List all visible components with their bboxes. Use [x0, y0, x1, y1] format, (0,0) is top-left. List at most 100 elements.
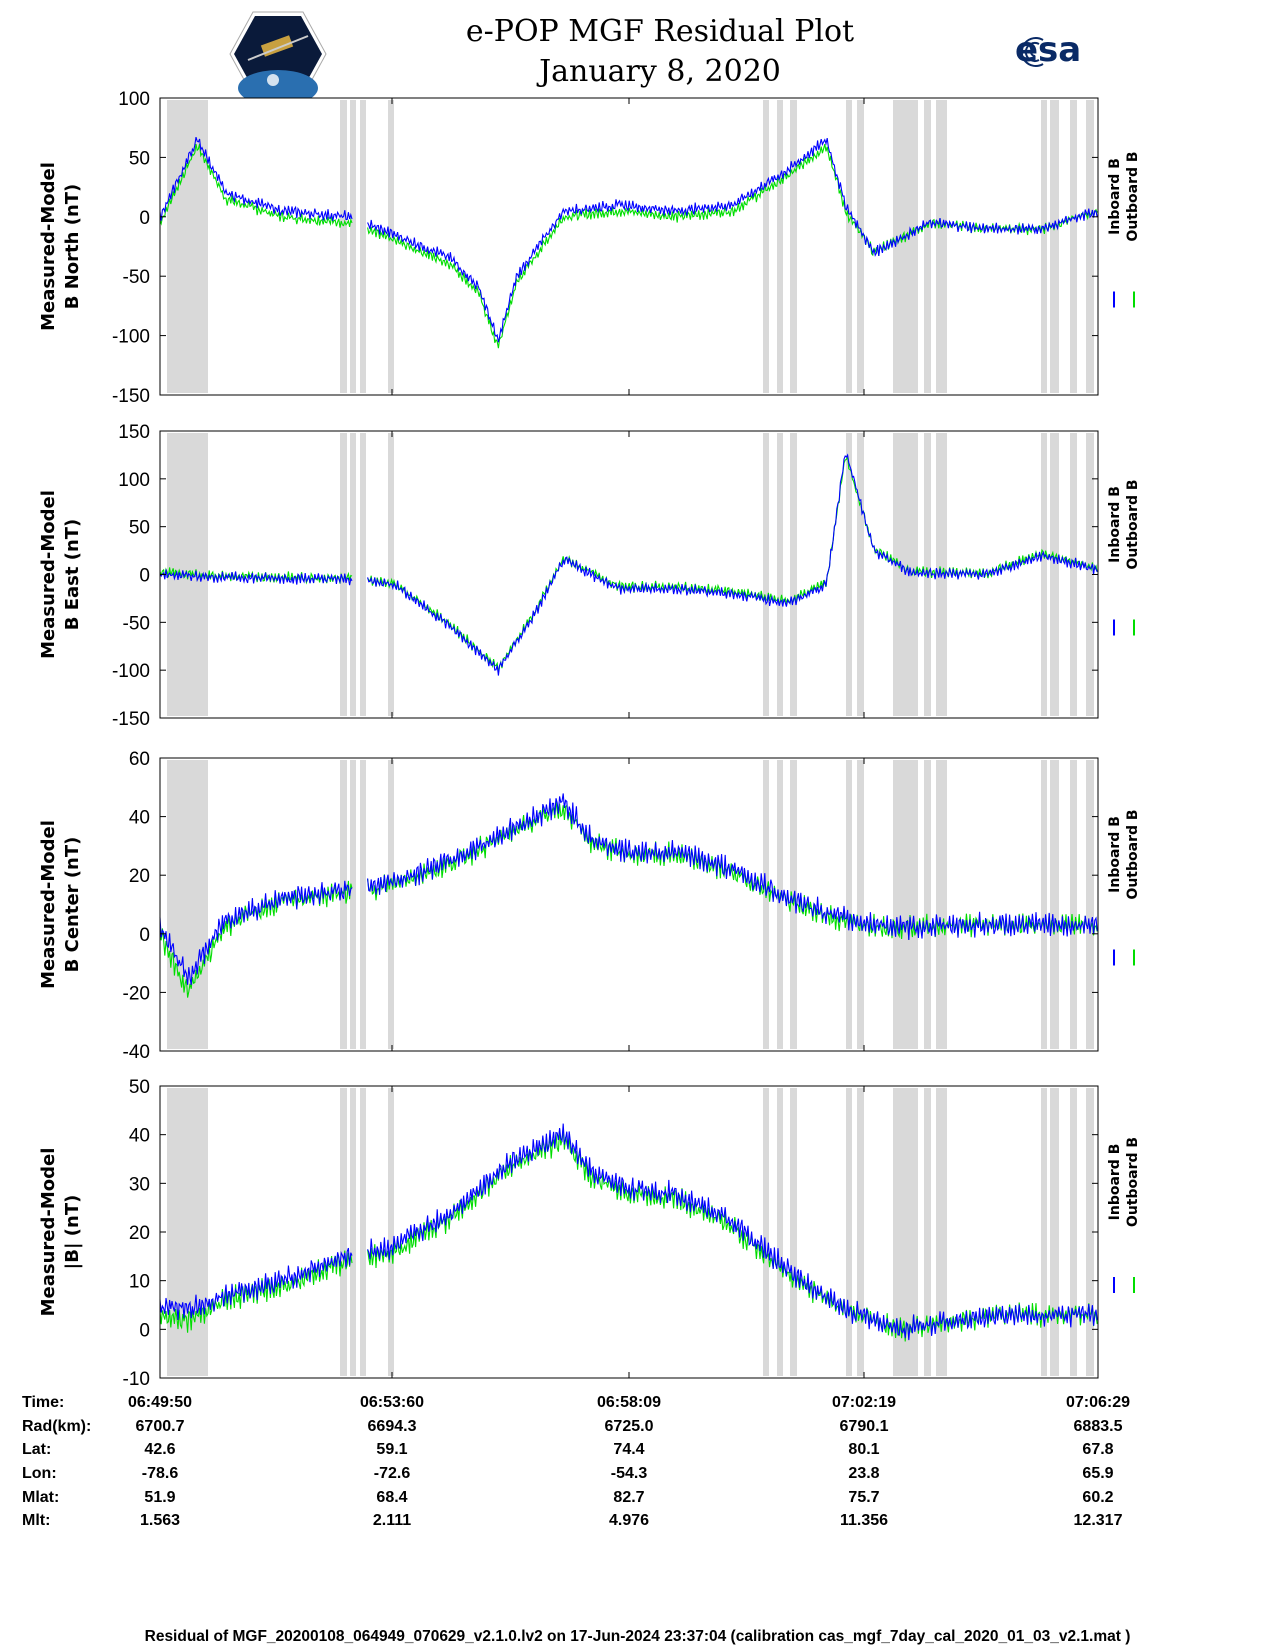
data-gap-region [1041, 100, 1047, 393]
orbit-value: 67.8 [1082, 1441, 1114, 1458]
data-gap-region [857, 100, 864, 393]
orbit-value: 1.563 [139, 1512, 181, 1529]
data-gap-region [360, 1088, 366, 1376]
series-line-inboard [159, 136, 1098, 343]
data-gap-region [1070, 760, 1077, 1049]
orbit-value: 74.4 [613, 1441, 645, 1458]
data-gap-region [388, 760, 394, 1049]
data-gap-region [1050, 1088, 1059, 1376]
y-tick-label: 10 [129, 1272, 150, 1293]
orbit-value: 42.6 [144, 1441, 176, 1458]
plot-title: e-POP MGF Residual Plot [465, 14, 855, 49]
data-gap-region [388, 100, 394, 393]
y-tick-label: 60 [129, 749, 150, 770]
data-gap-region [350, 433, 356, 716]
legend-label-outboard: Outboard B [1125, 809, 1141, 899]
y-tick-label: -10 [123, 1369, 150, 1390]
panel-3: 60 40 20 0 -20 -40 Measured-Model B Center (nT)… [38, 749, 1141, 1063]
y-tick-label: 50 [129, 518, 150, 539]
data-gap-region [1086, 100, 1094, 393]
legend-label-outboard: Outboard B [1125, 479, 1141, 569]
data-gap-region [846, 433, 852, 716]
orbit-value: 65.9 [1082, 1465, 1114, 1482]
orbit-value: 60.2 [1082, 1489, 1114, 1506]
y-axis-label: Measured-Model [38, 490, 59, 659]
series-line-inboard [159, 1123, 1098, 1341]
orbit-value: 06:53:60 [359, 1394, 425, 1411]
data-gap-region [763, 1088, 769, 1376]
y-tick-label: -50 [123, 613, 150, 634]
data-gap-region [1050, 433, 1059, 716]
orbit-value: 6883.5 [1073, 1418, 1123, 1435]
legend-label-outboard: Outboard B [1125, 151, 1141, 241]
orbit-value: 82.7 [613, 1489, 645, 1506]
orbit-value: 07:02:19 [831, 1394, 897, 1411]
data-gap-region [846, 1088, 852, 1376]
data-gap-region [857, 760, 864, 1049]
y-tick-label: -50 [123, 267, 150, 288]
series-line-inboard [159, 793, 1098, 985]
orbit-value: 6790.1 [839, 1418, 889, 1435]
orbit-row-label: Mlat: [22, 1489, 60, 1506]
legend-label-inboard: Inboard B [1107, 158, 1123, 235]
y-axis-label: B North (nT) [62, 184, 83, 310]
data-gap-region [763, 100, 769, 393]
data-gap-region [1041, 760, 1047, 1049]
orbit-value: 6694.3 [367, 1418, 417, 1435]
legend-label-inboard: Inboard B [1107, 816, 1123, 893]
orbit-value: -72.6 [373, 1465, 411, 1482]
y-tick-label: 40 [129, 808, 150, 829]
orbit-value: 12.317 [1073, 1512, 1123, 1529]
data-gap-region [340, 433, 347, 716]
orbit-value: 4.976 [608, 1512, 650, 1529]
y-axis-label: Measured-Model [38, 820, 59, 989]
legend-label-outboard: Outboard B [1125, 1137, 1141, 1227]
data-gap-region [360, 433, 366, 716]
data-gap-region [846, 760, 852, 1049]
y-tick-label: -150 [112, 709, 150, 730]
data-gap-region [340, 100, 347, 393]
footer-caption: Residual of MGF_20200108_064949_070629_v… [144, 1628, 1131, 1645]
data-gap-region [1070, 433, 1077, 716]
orbit-value: 6725.0 [604, 1418, 654, 1435]
data-gap-region [167, 1088, 208, 1376]
orbit-value: 68.4 [376, 1489, 408, 1506]
y-tick-label: -150 [112, 386, 150, 407]
data-gap-region [893, 100, 918, 393]
esa-logo-icon [1020, 37, 1044, 67]
data-gap-region [360, 760, 366, 1049]
y-tick-label: 100 [118, 89, 150, 110]
orbit-value: 07:06:29 [1065, 1394, 1131, 1411]
y-tick-label: 0 [139, 566, 150, 587]
series-line-inboard [159, 453, 1098, 676]
orbit-value: 2.111 [372, 1512, 412, 1529]
orbit-row-label: Rad(km): [22, 1418, 92, 1435]
data-gap-region [763, 433, 769, 716]
data-gap-region [340, 760, 347, 1049]
orbit-row-label: Time: [22, 1394, 65, 1411]
data-gap-region [1041, 1088, 1047, 1376]
plot-frame [159, 1085, 1099, 1379]
orbit-value: -78.6 [141, 1465, 179, 1482]
cassiope-logo [229, 11, 327, 98]
plot-date: January 8, 2020 [539, 54, 781, 89]
data-gap-region [790, 433, 797, 716]
orbit-value: 23.8 [848, 1465, 880, 1482]
orbit-value: -54.3 [610, 1465, 648, 1482]
y-axis-label: B East (nT) [62, 519, 83, 631]
y-tick-label: 30 [129, 1174, 150, 1195]
data-gap-region [1041, 433, 1047, 716]
data-gap-region [777, 760, 783, 1049]
data-gap-region [1070, 100, 1077, 393]
data-gap-region [340, 1088, 347, 1376]
plot-frame [159, 757, 1099, 1052]
data-gap-region [350, 760, 356, 1049]
y-axis-label: B Center (nT) [62, 837, 83, 973]
data-gap-region [893, 760, 918, 1049]
plot-frame [159, 97, 1099, 396]
data-gap-region [790, 1088, 797, 1376]
data-gap-region [857, 433, 864, 716]
data-gap-region [924, 760, 931, 1049]
y-tick-label: 40 [129, 1126, 150, 1147]
series-line-outboard [159, 1128, 1098, 1342]
